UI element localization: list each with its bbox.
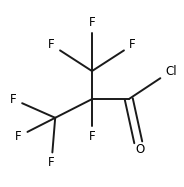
Text: F: F (89, 16, 95, 29)
Text: F: F (48, 38, 55, 51)
Text: Cl: Cl (165, 65, 177, 78)
Text: F: F (15, 130, 22, 143)
Text: O: O (135, 143, 144, 156)
Text: F: F (48, 156, 55, 169)
Text: F: F (89, 130, 95, 143)
Text: F: F (10, 93, 16, 106)
Text: F: F (129, 38, 136, 51)
